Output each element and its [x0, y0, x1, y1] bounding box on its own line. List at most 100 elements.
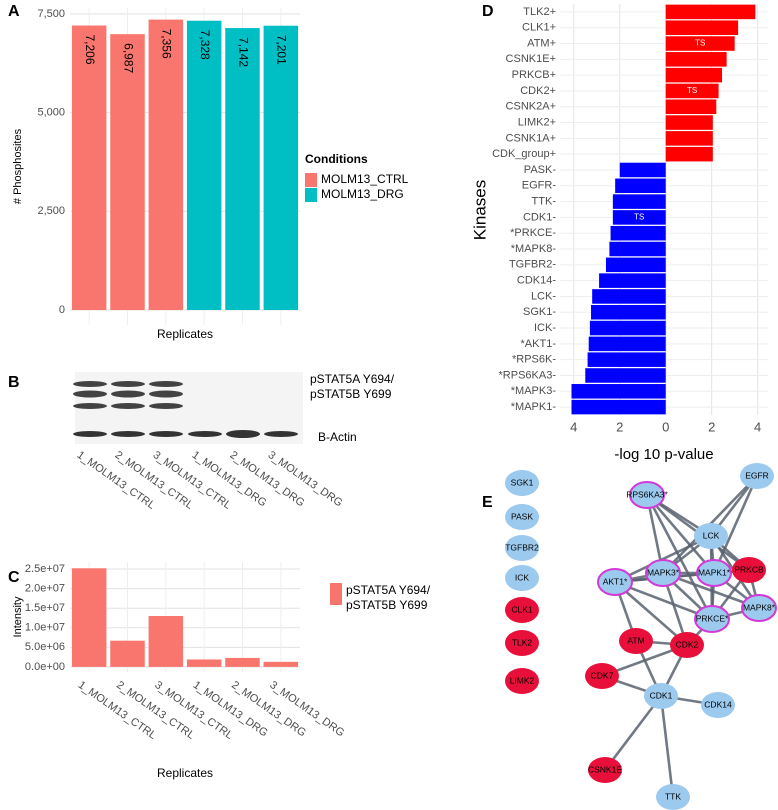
y-tick-label: 0: [59, 304, 65, 316]
y-tick-label: SGK1-: [523, 306, 556, 318]
y-tick-label: TGFBR2-: [509, 259, 556, 271]
network-node: [505, 597, 539, 623]
blot-band: [226, 430, 260, 438]
node-label: AKT1*: [603, 576, 628, 586]
value-label: 7,328: [198, 30, 212, 60]
bar: [615, 178, 666, 194]
network-node: [741, 594, 777, 622]
legend-label: MOLM13_CTRL: [321, 172, 409, 186]
bar: [110, 34, 145, 310]
node-label: CSNK1E: [588, 764, 622, 774]
node-label: MAPK8*: [743, 602, 776, 612]
node-label: LIMK2: [510, 675, 535, 685]
bar: [599, 273, 666, 288]
y-tick-label: CSNK1A+: [506, 132, 556, 144]
bar: [610, 225, 666, 241]
panel-label: E: [482, 494, 493, 511]
y-tick-label: *MAPK3-: [511, 385, 557, 397]
legend-swatch: [305, 188, 317, 202]
network-node: [588, 757, 622, 783]
network-node: [670, 632, 704, 658]
x-tick-label: 4: [570, 419, 577, 434]
legend-swatch: [330, 583, 342, 605]
bar: [612, 194, 666, 209]
y-tick-label: TLK2+: [523, 6, 556, 18]
legend-label: MOLM13_DRG: [321, 187, 404, 201]
bar: [571, 384, 666, 399]
bar-label: TS: [634, 213, 644, 222]
bar: [609, 241, 666, 257]
network-node: [505, 504, 539, 530]
node-label: TLK2: [512, 637, 533, 647]
y-tick-label: LCK-: [531, 290, 556, 302]
legend-title: Conditions: [305, 152, 368, 166]
node-label: ICK: [515, 572, 530, 582]
network-node: [597, 568, 633, 596]
bar: [665, 131, 713, 146]
network-edge: [712, 475, 759, 574]
bar-label: TS: [695, 39, 705, 48]
y-tick-label: PASK-: [524, 164, 557, 176]
y-tick-label: TTK-: [532, 196, 557, 208]
network-node: [585, 663, 619, 689]
bar: [585, 368, 666, 383]
network-node: [645, 559, 681, 587]
node-label: CDK1: [650, 690, 673, 700]
bar: [71, 25, 107, 310]
y-tick-label: *MAPK1-: [511, 401, 557, 413]
bar: [665, 115, 713, 130]
y-tick-label: 1.5e+07: [25, 602, 65, 614]
blot-band: [149, 431, 183, 437]
node-label: RPS6KA3*: [626, 489, 668, 499]
blot-band: [111, 390, 145, 398]
band-label-box: B-Actin: [318, 430, 357, 444]
x-axis-label: -log 10 p-value: [614, 446, 713, 463]
value-label: 7,356: [160, 29, 174, 59]
y-axis-label: # Phosphosites: [12, 128, 24, 204]
network-edge: [659, 695, 675, 798]
x-tick-label: 0: [662, 419, 669, 434]
network-node: [694, 523, 728, 549]
bar: [665, 20, 739, 35]
panel-label: D: [482, 3, 494, 20]
network-node: [696, 559, 732, 587]
y-tick-label: *PRKCE-: [510, 227, 556, 239]
node-label: TGFBR2: [505, 542, 539, 552]
y-tick-label: 0.0e+00: [25, 661, 65, 673]
network-node: [740, 463, 774, 489]
y-tick-label: CDK_group+: [492, 148, 556, 160]
x-tick-label: 2: [708, 419, 715, 434]
node-label: MAPK1*: [698, 567, 731, 577]
bar: [110, 640, 145, 667]
y-tick-label: CSNK2A+: [506, 101, 556, 113]
bar: [588, 336, 666, 352]
y-tick-label: 5,000: [37, 107, 65, 119]
blot-band: [149, 390, 183, 398]
node-label: PASK: [511, 511, 533, 521]
blot-band: [73, 403, 107, 409]
network-node: [694, 605, 730, 633]
node-label: LCK: [703, 530, 720, 540]
network-node: [701, 692, 735, 718]
blot-band: [73, 381, 107, 387]
network-node: [656, 784, 690, 810]
blot-band: [149, 381, 183, 387]
bar: [587, 352, 666, 367]
legend-label: pSTAT5A Y694/ pSTAT5B Y699: [346, 583, 431, 612]
x-axis-label: Replicates: [157, 327, 213, 341]
y-tick-label: EGFR-: [522, 180, 557, 192]
bar: [263, 25, 299, 310]
network-node: [505, 630, 539, 656]
bar: [571, 399, 666, 415]
value-label: 7,142: [236, 37, 250, 67]
bar: [225, 28, 260, 310]
network-node: [619, 628, 653, 654]
bar: [665, 99, 717, 115]
blot-band: [188, 431, 222, 437]
y-tick-label: CSNK1E+: [506, 53, 556, 65]
bar: [665, 52, 727, 67]
bar: [263, 661, 299, 667]
x-tick-label: 4: [754, 419, 761, 434]
y-tick-label: *MAPK8-: [511, 243, 557, 255]
